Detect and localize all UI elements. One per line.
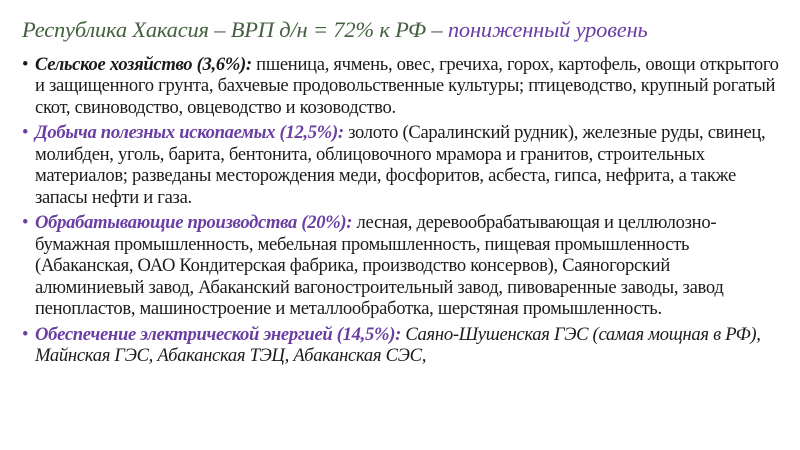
bullet-manufacturing: Обрабатывающие производства (20%): лесна… [22,212,782,319]
bullet-manufacturing-lead: Обрабатывающие производства (20%): [35,212,353,234]
bullet-agriculture: Сельское хозяйство (3,6%): пшеница, ячме… [22,54,782,118]
bullet-mining-text: золото (Саралинский рудник), железные ру… [35,122,766,208]
bullet-mining: Добыча полезных ископаемых (12,5%): золо… [22,122,782,208]
title-main: Республика Хакасия – ВРП д/н = 72% к РФ … [22,17,448,42]
title-highlight: пониженный уровень [447,17,648,42]
bullet-list: Сельское хозяйство (3,6%): пшеница, ячме… [22,54,782,367]
bullet-agriculture-text: пшеница, ячмень, овес, гречиха, горох, к… [35,54,779,118]
slide-title: Республика Хакасия – ВРП д/н = 72% к РФ … [22,16,782,43]
bullet-mining-lead: Добыча полезных ископаемых (12,5%): [35,122,344,144]
bullet-energy-lead: Обеспечение электрической энергией (14,5… [35,323,401,345]
bullet-energy-text: Саяно-Шушенская ГЭС (самая мощная в РФ),… [35,323,761,367]
bullet-energy: Обеспечение электрической энергией (14,5… [22,324,782,367]
bullet-agriculture-lead: Сельское хозяйство (3,6%): [35,54,252,75]
bullet-manufacturing-text: лесная, деревообрабатывающая и целлюлозн… [35,212,724,320]
